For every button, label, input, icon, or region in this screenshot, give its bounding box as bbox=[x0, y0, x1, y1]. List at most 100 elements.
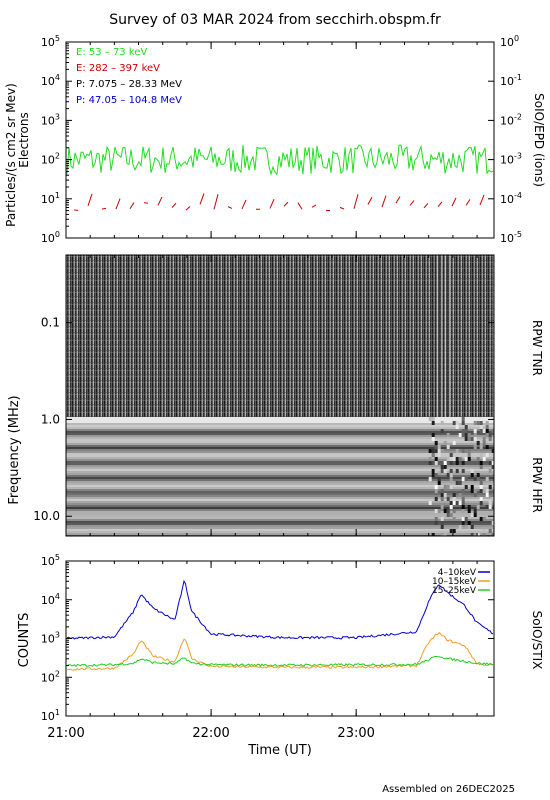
rpw-burst-pixel bbox=[434, 473, 438, 477]
rpw-burst-pixel bbox=[476, 473, 480, 477]
epd-frame bbox=[65, 41, 495, 239]
rpw-burst-pixel bbox=[458, 525, 462, 529]
rpw-burst-pixel bbox=[482, 489, 486, 493]
epd-tick-label-left: 104 bbox=[41, 73, 60, 88]
series-segment-e-high bbox=[185, 206, 191, 211]
rpw-burst-pixel bbox=[440, 521, 444, 525]
rpw-burst-pixel bbox=[440, 497, 444, 501]
series-segment-e-high bbox=[311, 204, 317, 208]
rpw-burst-pixel bbox=[449, 453, 453, 457]
rpw-burst-pixel bbox=[461, 521, 465, 525]
series-segment-e-high bbox=[171, 202, 177, 208]
rpw-burst-pixel bbox=[473, 509, 477, 513]
rpw-burst-pixel bbox=[440, 489, 444, 493]
epd-tick-label-right: 10-5 bbox=[500, 230, 522, 245]
rpw-burst-pixel bbox=[482, 517, 486, 521]
rpw-burst-stripe bbox=[444, 255, 447, 417]
stix-ylabel: COUNTS bbox=[17, 613, 32, 668]
rpw-burst-pixel bbox=[458, 457, 462, 461]
rpw-hfr-band bbox=[66, 481, 494, 483]
rpw-burst-pixel bbox=[458, 493, 462, 497]
rpw-burst-pixel bbox=[446, 445, 450, 449]
rpw-burst-pixel bbox=[482, 437, 486, 441]
rpw-burst-pixel bbox=[461, 469, 465, 473]
rpw-burst-stripe bbox=[434, 255, 437, 417]
rpw-burst-stripe bbox=[438, 255, 441, 417]
rpw-burst-pixel bbox=[443, 465, 447, 469]
rpw-burst-pixel bbox=[431, 449, 435, 453]
rpw-burst-pixel bbox=[488, 505, 492, 509]
epd-tick-label-right-exp: -5 bbox=[514, 230, 522, 239]
rpw-burst-pixel bbox=[431, 453, 435, 457]
stix-series-line bbox=[66, 655, 494, 668]
rpw-burst-pixel bbox=[431, 473, 435, 477]
series-segment-e-high bbox=[423, 203, 429, 209]
rpw-burst-pixel bbox=[461, 505, 465, 509]
rpw-burst-pixel bbox=[467, 437, 471, 441]
rpw-burst-pixel bbox=[488, 433, 492, 437]
rpw-burst-pixel bbox=[449, 485, 453, 489]
rpw-burst-pixel bbox=[473, 533, 477, 536]
rpw-burst-pixel bbox=[464, 449, 468, 453]
rpw-tick-label: 10.0 bbox=[33, 509, 60, 523]
rpw-burst-pixel bbox=[485, 489, 489, 493]
rpw-burst-pixel bbox=[431, 533, 435, 536]
rpw-hfr-band bbox=[66, 505, 494, 507]
epd-tick-label-left-base: 10 bbox=[41, 193, 55, 206]
rpw-burst-pixel bbox=[482, 529, 486, 533]
epd-ylabel-sub: Electrons bbox=[17, 112, 31, 167]
rpw-burst-pixel bbox=[479, 481, 483, 485]
rpw-burst-stripe bbox=[446, 255, 449, 417]
series-segment-e-high bbox=[227, 206, 233, 209]
stix-legend-label: 15–25keV bbox=[432, 586, 477, 596]
rpw-hfr-band bbox=[66, 503, 494, 505]
rpw-hfr-band bbox=[66, 497, 494, 499]
stix-legend-label: 10–15keV bbox=[432, 577, 477, 587]
rpw-burst-pixel bbox=[461, 509, 465, 513]
rpw-burst-pixel bbox=[452, 529, 456, 533]
rpw-burst-pixel bbox=[455, 501, 459, 505]
series-segment-e-high bbox=[115, 198, 121, 210]
rpw-hfr-band bbox=[66, 517, 494, 519]
rpw-burst-pixel bbox=[479, 517, 483, 521]
rpw-burst-pixel bbox=[428, 477, 432, 481]
series-segment-e-high bbox=[129, 202, 135, 209]
rpw-burst-pixel bbox=[482, 533, 486, 536]
rpw-burst-pixel bbox=[446, 509, 450, 513]
epd-tick-label-right-base: 10 bbox=[500, 232, 514, 245]
stix-tick-label: 103 bbox=[41, 631, 60, 646]
rpw-burst-pixel bbox=[470, 533, 474, 536]
rpw-hfr-label: RPW HFR bbox=[530, 457, 544, 513]
series-segment-e-high bbox=[269, 198, 275, 209]
epd-tick-label-right-exp: -4 bbox=[514, 191, 522, 200]
epd-tick-label-right-base: 10 bbox=[500, 75, 514, 88]
rpw-burst-pixel bbox=[461, 429, 465, 433]
rpw-burst-pixel bbox=[434, 457, 438, 461]
rpw-burst-pixel bbox=[437, 477, 441, 481]
rpw-burst-pixel bbox=[485, 433, 489, 437]
epd-tick-label-right-exp: -3 bbox=[514, 152, 522, 161]
epd-right-label: SoIO/EPD (ions) bbox=[532, 93, 546, 187]
rpw-hfr-band bbox=[66, 519, 494, 521]
epd-tick-label-right-exp: -1 bbox=[514, 73, 522, 82]
rpw-burst-pixel bbox=[470, 469, 474, 473]
series-segment-e-high bbox=[213, 194, 219, 210]
rpw-burst-pixel bbox=[485, 429, 489, 433]
rpw-burst-pixel bbox=[479, 489, 483, 493]
rpw-burst-pixel bbox=[434, 485, 438, 489]
rpw-burst-pixel bbox=[443, 441, 447, 445]
rpw-burst-pixel bbox=[470, 525, 474, 529]
rpw-burst-pixel bbox=[428, 481, 432, 485]
series-line-e-low bbox=[66, 144, 494, 176]
rpw-burst-pixel bbox=[485, 477, 489, 481]
epd-tick-label-right: 100 bbox=[500, 34, 519, 49]
stix-tick-label: 102 bbox=[41, 669, 60, 684]
rpw-burst-pixel bbox=[452, 493, 456, 497]
rpw-burst-pixel bbox=[461, 489, 465, 493]
stix-tick-label-exp: 3 bbox=[55, 631, 60, 640]
rpw-burst-pixel bbox=[461, 417, 465, 421]
rpw-burst-pixel bbox=[455, 481, 459, 485]
epd-tick-label-right: 10-4 bbox=[500, 191, 522, 206]
rpw-burst-pixel bbox=[485, 425, 489, 429]
rpw-burst-pixel bbox=[449, 513, 453, 517]
